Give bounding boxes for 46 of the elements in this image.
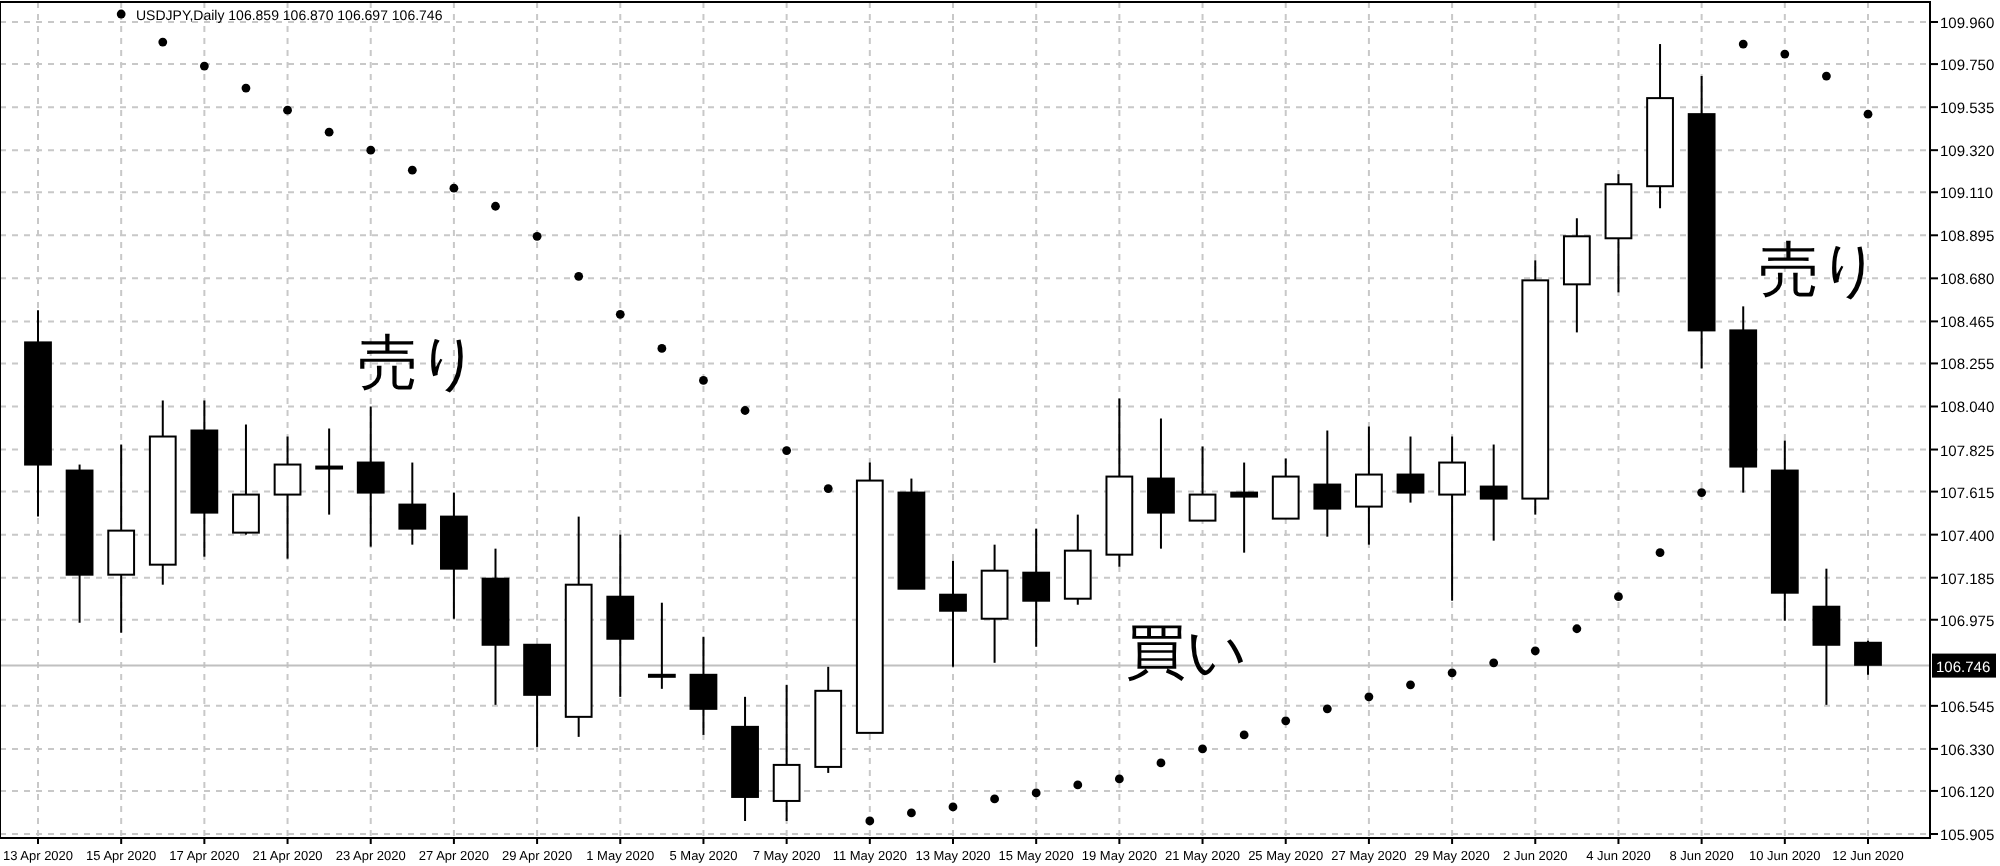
point — [1822, 71, 1831, 81]
point — [324, 127, 334, 137]
point — [1322, 704, 1332, 714]
point — [1073, 780, 1083, 790]
point — [1572, 624, 1582, 634]
point — [1614, 592, 1623, 602]
point — [1489, 658, 1499, 668]
point — [491, 201, 500, 211]
point — [1447, 668, 1457, 678]
point — [1198, 744, 1207, 754]
point — [283, 105, 292, 115]
point — [865, 816, 875, 826]
point — [366, 145, 376, 155]
point — [1738, 39, 1748, 49]
point — [1364, 692, 1374, 702]
point — [1697, 488, 1707, 497]
point — [199, 61, 209, 71]
point — [1780, 49, 1790, 59]
point — [990, 794, 999, 804]
annotation: 売り — [1759, 237, 1881, 304]
point — [1406, 680, 1415, 690]
point — [1156, 758, 1166, 768]
point — [1114, 774, 1124, 784]
point — [449, 183, 459, 193]
point — [699, 376, 708, 385]
point — [615, 309, 625, 319]
point — [1863, 109, 1873, 119]
point — [1031, 788, 1041, 798]
point — [1655, 548, 1665, 558]
point — [948, 802, 958, 812]
point — [782, 446, 792, 455]
point — [407, 165, 417, 175]
point — [1530, 646, 1540, 656]
point — [1239, 730, 1249, 740]
point — [116, 9, 126, 19]
point — [907, 808, 916, 818]
point — [158, 37, 168, 47]
annotation: 売り — [357, 331, 480, 398]
point — [657, 344, 667, 353]
point — [532, 231, 542, 241]
point — [241, 83, 251, 93]
point — [574, 271, 584, 281]
point — [1281, 716, 1291, 726]
point — [740, 406, 750, 415]
point — [823, 484, 833, 493]
annotation: 買い — [1125, 619, 1248, 686]
